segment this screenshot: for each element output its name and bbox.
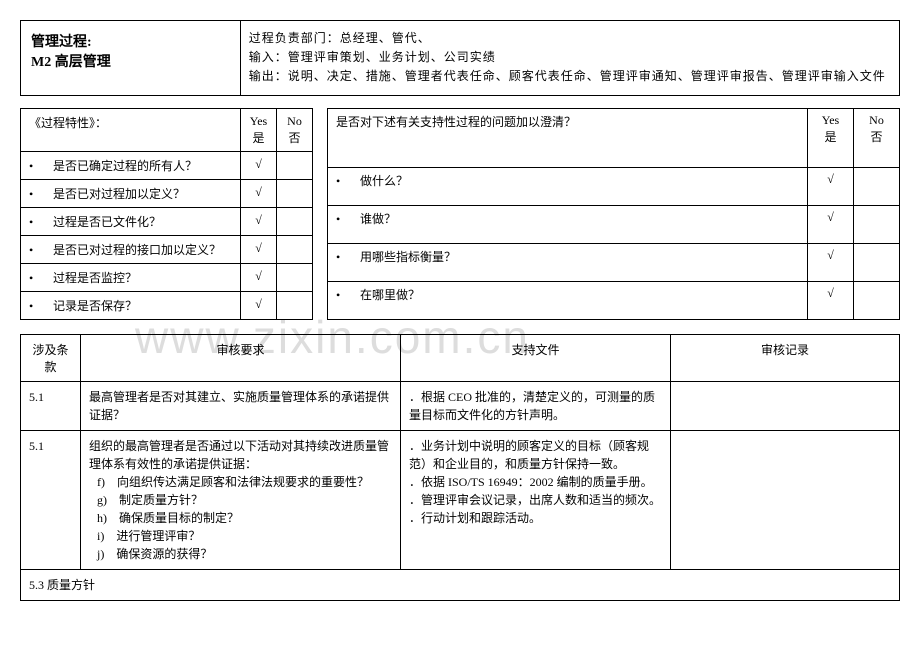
char-no xyxy=(277,151,313,179)
table-row: • 记录是否保存？√ xyxy=(21,291,313,319)
list-item: ．依据 ISO/TS 16949：2002 编制的质量手册。 xyxy=(409,473,662,491)
char-q: 过程是否已文件化？ xyxy=(53,215,161,229)
audit-record xyxy=(671,381,900,430)
list-item: ．行动计划和跟踪活动。 xyxy=(409,509,662,527)
header-table: 管理过程: M2 高层管理 过程负责部门：总经理、管代、 输入：管理评审策划、业… xyxy=(20,20,900,96)
char-no xyxy=(277,207,313,235)
audit-table: 涉及条款 审核要求 支持文件 审核记录 5.1 最高管理者是否对其建立、实施质量… xyxy=(20,334,900,601)
support-no-header: No 否 xyxy=(854,108,900,168)
support-yes-header: Yes 是 xyxy=(808,108,854,168)
audit-record xyxy=(671,430,900,569)
audit-req: 最高管理者是否对其建立、实施质量管理体系的承诺提供证据？ xyxy=(81,381,401,430)
char-q: 过程是否监控？ xyxy=(53,271,137,285)
support-yes: √ xyxy=(808,281,854,319)
header-title-1: 管理过程: xyxy=(31,31,230,51)
table-row: 5.1 组织的最高管理者是否通过以下活动对其持续改进质量管理体系有效性的承诺提供… xyxy=(21,430,900,569)
table-row: • 谁做？√ xyxy=(328,206,900,244)
table-row: • 是否已对过程加以定义？√ xyxy=(21,179,313,207)
header-title-2: M2 高层管理 xyxy=(31,51,230,71)
char-header: 《过程特性》： xyxy=(21,108,241,151)
header-output: 输出：说明、决定、措施、管理者代表任命、顾客代表任命、管理评审通知、管理评审报告… xyxy=(249,67,891,86)
table-row: • 是否已对过程的接口加以定义？√ xyxy=(21,235,313,263)
table-row: 5.3 质量方针 xyxy=(21,569,900,600)
char-no xyxy=(277,235,313,263)
audit-support: ．根据 CEO 批准的，清楚定义的，可测量的质量目标而文件化的方针声明。 xyxy=(401,381,671,430)
support-yes: √ xyxy=(808,168,854,206)
support-no xyxy=(854,206,900,244)
table-row: • 做什么？√ xyxy=(328,168,900,206)
list-item: h) 确保质量目标的制定？ xyxy=(97,509,392,527)
header-dept: 过程负责部门：总经理、管代、 xyxy=(249,29,891,48)
table-row: • 过程是否监控？√ xyxy=(21,263,313,291)
support-no xyxy=(854,281,900,319)
support-q: 用哪些指标衡量？ xyxy=(360,250,456,264)
list-item: i) 进行管理评审？ xyxy=(97,527,392,545)
char-q: 是否已对过程的接口加以定义？ xyxy=(53,243,221,257)
support-no xyxy=(854,168,900,206)
support-no xyxy=(854,243,900,281)
support-q: 谁做？ xyxy=(360,212,396,226)
audit-section: 5.3 质量方针 xyxy=(21,569,900,600)
audit-clause: 5.1 xyxy=(21,430,81,569)
char-yes: √ xyxy=(241,151,277,179)
audit-clause: 5.1 xyxy=(21,381,81,430)
support-header: 是否对下述有关支持性过程的问题加以澄清？ xyxy=(328,108,808,168)
char-q: 是否已确定过程的所有人？ xyxy=(53,159,197,173)
support-yes: √ xyxy=(808,243,854,281)
audit-req: 组织的最高管理者是否通过以下活动对其持续改进质量管理体系有效性的承诺提供证据： … xyxy=(81,430,401,569)
char-no xyxy=(277,179,313,207)
header-input: 输入：管理评审策划、业务计划、公司实绩 xyxy=(249,48,891,67)
characteristics-table: 《过程特性》： Yes 是 No 否 • 是否已确定过程的所有人？√ • 是否已… xyxy=(20,108,313,320)
table-row: • 是否已确定过程的所有人？√ xyxy=(21,151,313,179)
list-item: g) 制定质量方针？ xyxy=(97,491,392,509)
table-row: • 过程是否已文件化？√ xyxy=(21,207,313,235)
char-q: 是否已对过程加以定义？ xyxy=(53,187,185,201)
char-yes-header: Yes 是 xyxy=(241,108,277,151)
list-item: f) 向组织传达满足顾客和法律法规要求的重要性？ xyxy=(97,473,392,491)
support-q: 在哪里做？ xyxy=(360,288,420,302)
support-q: 做什么？ xyxy=(360,174,408,188)
char-no xyxy=(277,291,313,319)
char-q: 记录是否保存？ xyxy=(53,299,137,313)
audit-support: ．业务计划中说明的顾客定义的目标（顾客规范）和企业目的，和质量方针保持一致。 ．… xyxy=(401,430,671,569)
char-yes: √ xyxy=(241,291,277,319)
table-row: • 在哪里做？√ xyxy=(328,281,900,319)
support-yes: √ xyxy=(808,206,854,244)
audit-h2: 审核要求 xyxy=(81,334,401,381)
table-row: • 用哪些指标衡量？√ xyxy=(328,243,900,281)
audit-h4: 审核记录 xyxy=(671,334,900,381)
list-item: j) 确保资源的获得？ xyxy=(97,545,392,563)
char-no xyxy=(277,263,313,291)
list-item: ．管理评审会议记录，出席人数和适当的频次。 xyxy=(409,491,662,509)
char-yes: √ xyxy=(241,207,277,235)
audit-h3: 支持文件 xyxy=(401,334,671,381)
char-yes: √ xyxy=(241,263,277,291)
support-table: 是否对下述有关支持性过程的问题加以澄清？ Yes 是 No 否 • 做什么？√ … xyxy=(327,108,900,320)
audit-req-intro: 组织的最高管理者是否通过以下活动对其持续改进质量管理体系有效性的承诺提供证据： xyxy=(89,437,392,473)
char-yes: √ xyxy=(241,235,277,263)
char-no-header: No 否 xyxy=(277,108,313,151)
audit-h1: 涉及条款 xyxy=(21,334,81,381)
table-row: 5.1 最高管理者是否对其建立、实施质量管理体系的承诺提供证据？ ．根据 CEO… xyxy=(21,381,900,430)
char-yes: √ xyxy=(241,179,277,207)
list-item: ．业务计划中说明的顾客定义的目标（顾客规范）和企业目的，和质量方针保持一致。 xyxy=(409,437,662,473)
